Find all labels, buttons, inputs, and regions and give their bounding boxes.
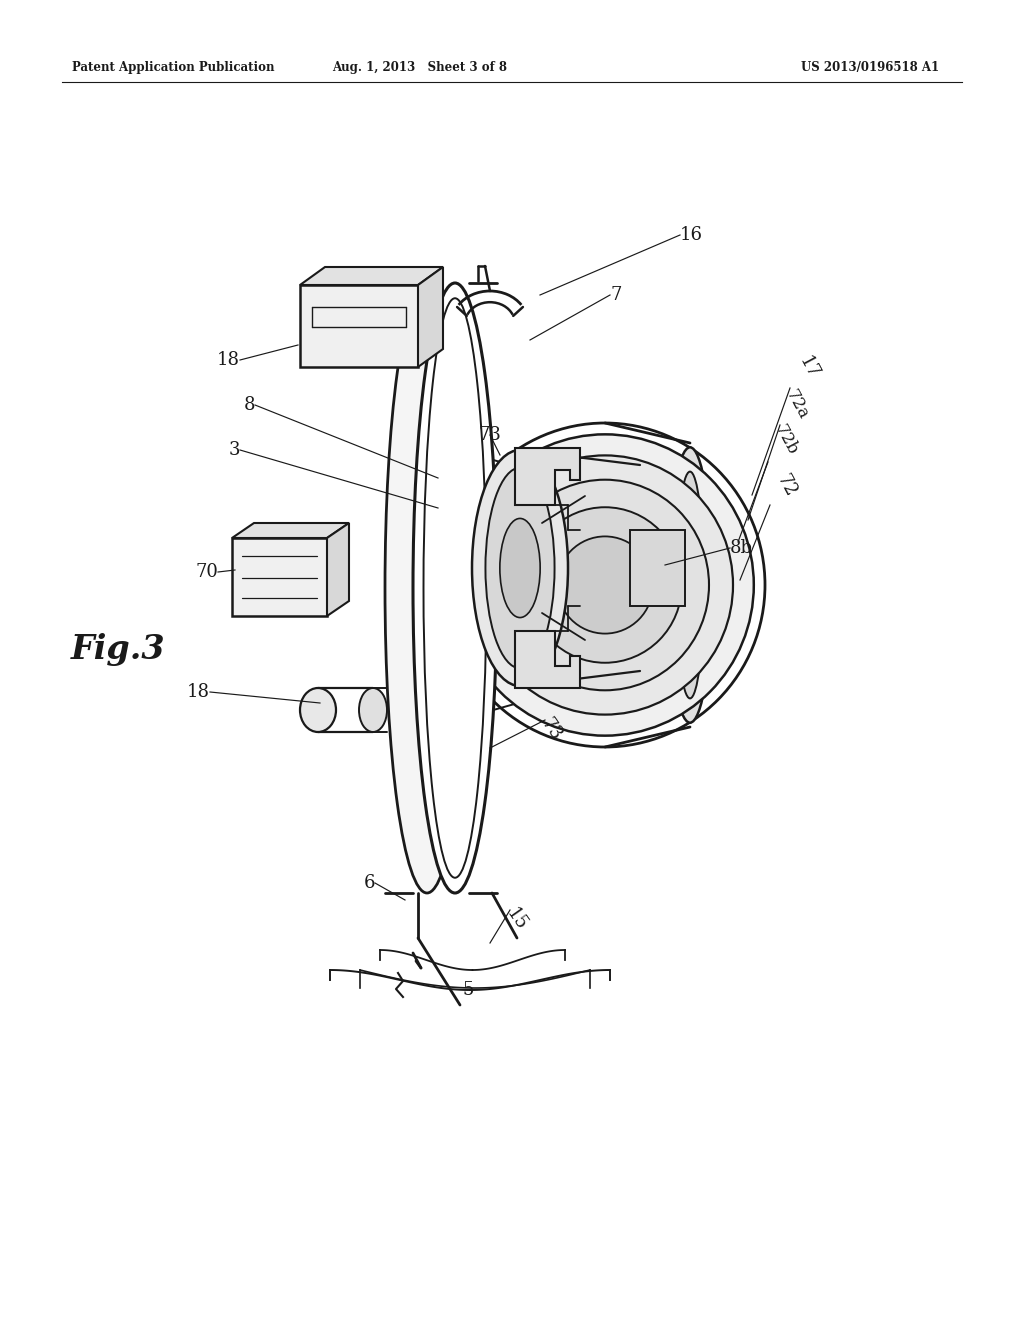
Ellipse shape bbox=[472, 450, 568, 686]
Ellipse shape bbox=[676, 471, 705, 698]
Polygon shape bbox=[327, 523, 349, 616]
Text: 17: 17 bbox=[795, 354, 821, 381]
Polygon shape bbox=[515, 447, 580, 506]
Text: 8b: 8b bbox=[730, 539, 753, 557]
Text: 6: 6 bbox=[364, 874, 375, 892]
Text: 15: 15 bbox=[503, 904, 530, 935]
Text: 5: 5 bbox=[462, 981, 474, 999]
Ellipse shape bbox=[385, 282, 469, 894]
Text: 72b: 72b bbox=[771, 422, 801, 458]
Polygon shape bbox=[300, 267, 443, 285]
Text: 73: 73 bbox=[538, 715, 565, 744]
Ellipse shape bbox=[501, 479, 709, 690]
Ellipse shape bbox=[668, 447, 712, 723]
Text: 73: 73 bbox=[478, 426, 502, 444]
Polygon shape bbox=[515, 631, 580, 688]
Ellipse shape bbox=[528, 507, 682, 663]
Text: US 2013/0196518 A1: US 2013/0196518 A1 bbox=[801, 62, 939, 74]
Polygon shape bbox=[418, 267, 443, 367]
Ellipse shape bbox=[477, 455, 733, 714]
Text: 7: 7 bbox=[610, 286, 622, 304]
Ellipse shape bbox=[359, 688, 387, 733]
Text: 72: 72 bbox=[773, 471, 800, 500]
Text: 70: 70 bbox=[196, 564, 218, 581]
Text: Fig.3: Fig.3 bbox=[71, 634, 165, 667]
Ellipse shape bbox=[413, 282, 497, 894]
Ellipse shape bbox=[557, 536, 653, 634]
Polygon shape bbox=[630, 531, 685, 606]
Polygon shape bbox=[232, 523, 349, 539]
Ellipse shape bbox=[445, 422, 765, 747]
Text: Patent Application Publication: Patent Application Publication bbox=[72, 62, 274, 74]
Ellipse shape bbox=[500, 519, 541, 618]
Text: Aug. 1, 2013   Sheet 3 of 8: Aug. 1, 2013 Sheet 3 of 8 bbox=[333, 62, 508, 74]
Ellipse shape bbox=[457, 434, 754, 735]
Text: 18: 18 bbox=[217, 351, 240, 370]
Text: 72a: 72a bbox=[782, 387, 812, 422]
Ellipse shape bbox=[300, 688, 336, 733]
Text: 3: 3 bbox=[228, 441, 240, 459]
Text: 18: 18 bbox=[187, 682, 210, 701]
Polygon shape bbox=[300, 285, 418, 367]
Text: 8: 8 bbox=[244, 396, 255, 414]
Ellipse shape bbox=[485, 467, 555, 668]
Text: 16: 16 bbox=[680, 226, 703, 244]
Polygon shape bbox=[232, 539, 327, 616]
